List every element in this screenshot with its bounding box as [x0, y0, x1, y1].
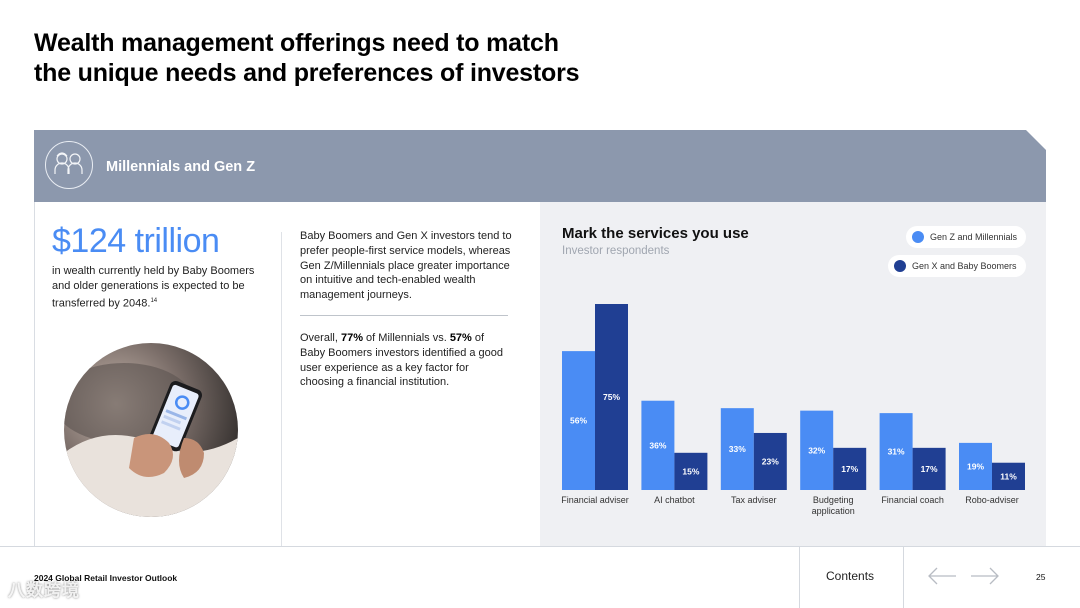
- bar-genx: [992, 462, 1025, 490]
- bar-genz: [641, 400, 675, 490]
- legend-dot-genx: [894, 260, 906, 272]
- bar-genx: [753, 432, 787, 490]
- stat-description: in wealth currently held by Baby Boomers…: [52, 264, 262, 311]
- column-divider: [281, 232, 282, 546]
- footer-divider: [0, 546, 1080, 547]
- para2-text-c: of Millennials vs.: [363, 332, 450, 344]
- bar-chart: 56% 75% Financial adviser 36% 15% AI chatbot 3…: [561, 304, 1025, 516]
- legend-item-genx: Gen X and Baby Boomers: [888, 255, 1026, 277]
- bar-value-label: 17%: [841, 464, 858, 474]
- bar-value-label: 56%: [570, 416, 587, 426]
- legend-dot-genz: [912, 231, 924, 243]
- bar-value-label: 33%: [729, 444, 746, 454]
- stat-description-text: in wealth currently held by Baby Boomers…: [52, 265, 255, 310]
- chart-subtitle: Investor respondents: [562, 245, 670, 257]
- para2-text-a: Overall,: [300, 332, 341, 344]
- bar-value-label: 75%: [603, 392, 620, 402]
- bar-genz: [959, 442, 992, 490]
- legend-item-genz: Gen Z and Millennials: [906, 226, 1027, 248]
- legend-label-genx: Gen X and Baby Boomers: [912, 261, 1017, 271]
- category-label: Budgeting: [813, 495, 854, 505]
- bar-genz: [879, 413, 913, 490]
- section-label: Millennials and Gen Z: [106, 159, 256, 175]
- bar-value-label: 15%: [682, 466, 699, 476]
- para2-stat-boomers: 57%: [449, 332, 472, 344]
- section-band: Millennials and Gen Z: [34, 130, 1046, 202]
- category-label: Robo-adviser: [965, 495, 1019, 505]
- page-title: Wealth management offerings need to matc…: [34, 28, 734, 88]
- page-title-line1: Wealth management offerings need to matc…: [34, 29, 559, 57]
- contents-link[interactable]: Contents: [826, 569, 875, 583]
- left-panel: [34, 202, 540, 546]
- bar-genz: [720, 408, 754, 490]
- para2-text-e: of Baby Boomers investors identified a g…: [300, 332, 504, 389]
- bar-value-label: 23%: [762, 456, 779, 466]
- phone-user-photo: [64, 343, 238, 517]
- bar-genx: [674, 452, 708, 490]
- category-label: Financial coach: [881, 495, 944, 505]
- body-paragraph-1: Baby Boomers and Gen X investors tend to…: [300, 230, 512, 302]
- bar-genx: [595, 304, 628, 490]
- bar-genz: [562, 351, 595, 490]
- bar-value-label: 36%: [649, 440, 666, 450]
- watermark: 八数跨境: [8, 581, 80, 600]
- bar-value-label: 31%: [888, 447, 905, 457]
- footer-separator: [799, 546, 800, 608]
- paragraph-divider: [300, 315, 508, 316]
- bar-genz: [800, 410, 834, 490]
- bar-value-label: 17%: [921, 464, 938, 474]
- next-page-arrow-icon[interactable]: [970, 566, 1000, 586]
- bar-genx: [912, 447, 946, 490]
- para2-stat-millennials: 77%: [340, 332, 363, 344]
- category-label: application: [812, 506, 855, 516]
- category-label: Tax adviser: [731, 495, 777, 505]
- category-label: AI chatbot: [654, 495, 695, 505]
- footer-separator: [903, 546, 904, 608]
- chart-title: Mark the services you use: [562, 225, 749, 242]
- big-stat: $124 trillion: [52, 222, 220, 260]
- bar-value-label: 11%: [1000, 471, 1017, 481]
- people-icon: [45, 141, 93, 189]
- bar-value-label: 32%: [808, 445, 825, 455]
- body-paragraph-2: Overall, 77% of Millennials vs. 57% of B…: [300, 331, 510, 390]
- page-title-line2: the unique needs and preferences of inve…: [34, 59, 580, 87]
- bar-genx: [833, 447, 867, 490]
- footnote-marker: 14: [150, 297, 158, 304]
- legend-label-genz: Gen Z and Millennials: [930, 232, 1018, 242]
- category-label: Financial adviser: [561, 495, 629, 505]
- page-number: 25: [1036, 572, 1046, 582]
- bar-value-label: 19%: [967, 461, 984, 471]
- report-title: 2024 Global Retail Investor Outlook: [34, 573, 178, 583]
- prev-page-arrow-icon[interactable]: [927, 566, 957, 586]
